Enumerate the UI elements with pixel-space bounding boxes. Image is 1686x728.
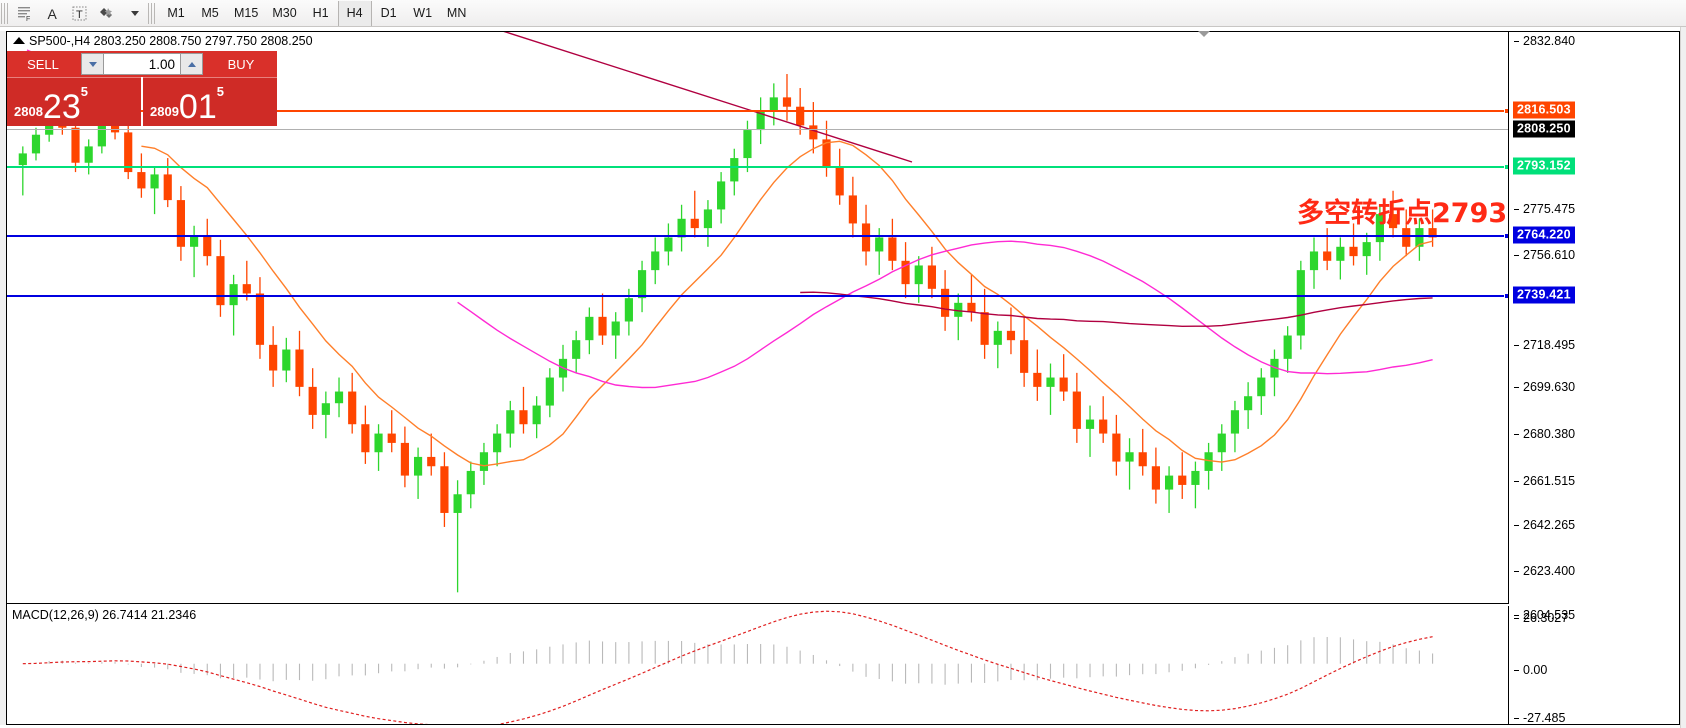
level-line-green-handle[interactable] [1504, 164, 1508, 170]
price-tick-5: 2680.380 [1513, 427, 1576, 441]
price-pane[interactable]: SP500-,H4 2803.250 2808.750 2797.750 280… [7, 32, 1509, 604]
price-tick-2: 2756.610 [1513, 248, 1576, 262]
chart-left-edge [0, 31, 6, 725]
volume-input[interactable]: 1.00 [104, 53, 180, 75]
symbol-arrow-icon [13, 37, 25, 44]
price-tag-resistance[interactable]: 2816.503 [1513, 101, 1575, 119]
level-line-last[interactable] [7, 129, 1508, 130]
volume-stepper[interactable]: 1.00 [79, 51, 205, 77]
level-line-green[interactable] [7, 164, 1508, 170]
buy-price-main: 01 [178, 88, 217, 126]
macd-chart-canvas [22, 610, 1434, 724]
price-tick-8: 2623.400 [1513, 564, 1576, 578]
price-axis[interactable]: 2832.840 2775.475 2756.610 2718.495 2699.630… [1510, 32, 1680, 622]
price-tick-3: 2718.495 [1513, 338, 1576, 352]
price-tag-last[interactable]: 2808.250 [1513, 120, 1575, 138]
tab-timeframe-h4[interactable]: H4 [337, 0, 372, 26]
tab-timeframe-m15[interactable]: M15 [234, 6, 259, 20]
level-line-blue-2-handle[interactable] [1504, 293, 1508, 299]
macd-tick-2: -27.485 [1513, 711, 1566, 725]
one-click-trading-header: SELL 1.00 BUY [7, 51, 277, 77]
volume-decrement-button[interactable] [81, 53, 104, 75]
volume-increment-button[interactable] [180, 53, 203, 75]
chevron-down-icon [88, 61, 97, 67]
objects-icon[interactable] [93, 1, 120, 25]
price-tick-6: 2661.515 [1513, 474, 1576, 488]
svg-text:A: A [47, 6, 57, 22]
tab-timeframe-h1[interactable]: H1 [312, 6, 329, 20]
one-click-trading-prices: 2808 23 5 2809 01 5 [7, 77, 277, 126]
buy-price-prefix: 2809 [150, 104, 179, 119]
level-line-resistance[interactable] [7, 108, 1508, 114]
tab-timeframe-m1[interactable]: M1 [167, 6, 185, 20]
chart-top-marker [1198, 31, 1210, 37]
price-tick-9: 2604.535 [1513, 608, 1576, 622]
level-line-blue-1-handle[interactable] [1504, 233, 1508, 239]
price-tag-level-blue-2[interactable]: 2739.421 [1513, 286, 1575, 304]
symbol-ohlc-line: SP500-,H4 2803.250 2808.750 2797.750 280… [29, 34, 313, 48]
price-tag-support-green[interactable]: 2793.152 [1513, 157, 1575, 175]
macd-tick-0: 26.3027 [1513, 611, 1569, 625]
chart-annotation-text: 多空转折点2793 [1297, 198, 1508, 229]
macd-pane[interactable]: MACD(12,26,9) 26.7414 21.2346 [7, 606, 1509, 724]
buy-button[interactable]: 2809 01 5 [143, 77, 277, 126]
vertical-scrollbar[interactable] [1680, 27, 1686, 728]
toolbar-grip-1[interactable] [1, 2, 10, 24]
buy-label[interactable]: BUY [205, 51, 277, 77]
text-box-icon[interactable]: T [66, 1, 93, 25]
price-tick-1: 2775.475 [1513, 202, 1576, 216]
sell-label[interactable]: SELL [7, 51, 79, 77]
buy-price-fraction: 5 [216, 84, 224, 99]
sell-price-main: 23 [42, 88, 81, 126]
macd-axis: 26.3027 0.00 -27.485 [1510, 606, 1680, 725]
chart-frame: SP500-,H4 2803.250 2808.750 2797.750 280… [6, 31, 1680, 725]
tab-timeframe-m30[interactable]: M30 [272, 6, 297, 20]
chevron-down-icon [130, 10, 139, 16]
toolbar-grip-2[interactable] [148, 2, 157, 24]
price-tick-4: 2699.630 [1513, 380, 1576, 394]
chevron-up-icon [187, 61, 196, 67]
price-chart-canvas [18, 32, 1437, 593]
text-label-icon[interactable]: A [39, 1, 66, 25]
level-line-resistance-handle[interactable] [1504, 108, 1508, 114]
level-line-blue-2[interactable] [7, 293, 1508, 299]
price-tag-level-blue-1[interactable]: 2764.220 [1513, 226, 1575, 244]
sell-price-prefix: 2808 [14, 104, 43, 119]
svg-text:T: T [76, 9, 83, 21]
crosshair-f-icon[interactable]: F [12, 1, 39, 25]
objects-dropdown-caret[interactable] [120, 1, 147, 25]
svg-text:F: F [26, 16, 30, 22]
tab-timeframe-mn[interactable]: MN [446, 6, 467, 20]
tab-timeframe-m5[interactable]: M5 [201, 6, 219, 20]
macd-tick-1: 0.00 [1513, 663, 1548, 677]
sell-button[interactable]: 2808 23 5 [7, 77, 141, 126]
sell-price-fraction: 5 [80, 84, 88, 99]
price-tick-7: 2642.265 [1513, 518, 1576, 532]
chart-toolbar: F A T M1 M5 M15 M30 [0, 0, 1686, 27]
tab-timeframe-d1[interactable]: D1 [380, 6, 397, 20]
level-line-blue-1[interactable] [7, 233, 1508, 239]
macd-indicator-label: MACD(12,26,9) 26.7414 21.2346 [12, 608, 197, 622]
one-click-trading-panel[interactable]: SELL 1.00 BUY 2808 23 5 2809 01 5 [7, 51, 277, 126]
tab-timeframe-w1[interactable]: W1 [413, 6, 433, 20]
price-tick-0: 2832.840 [1513, 34, 1576, 48]
